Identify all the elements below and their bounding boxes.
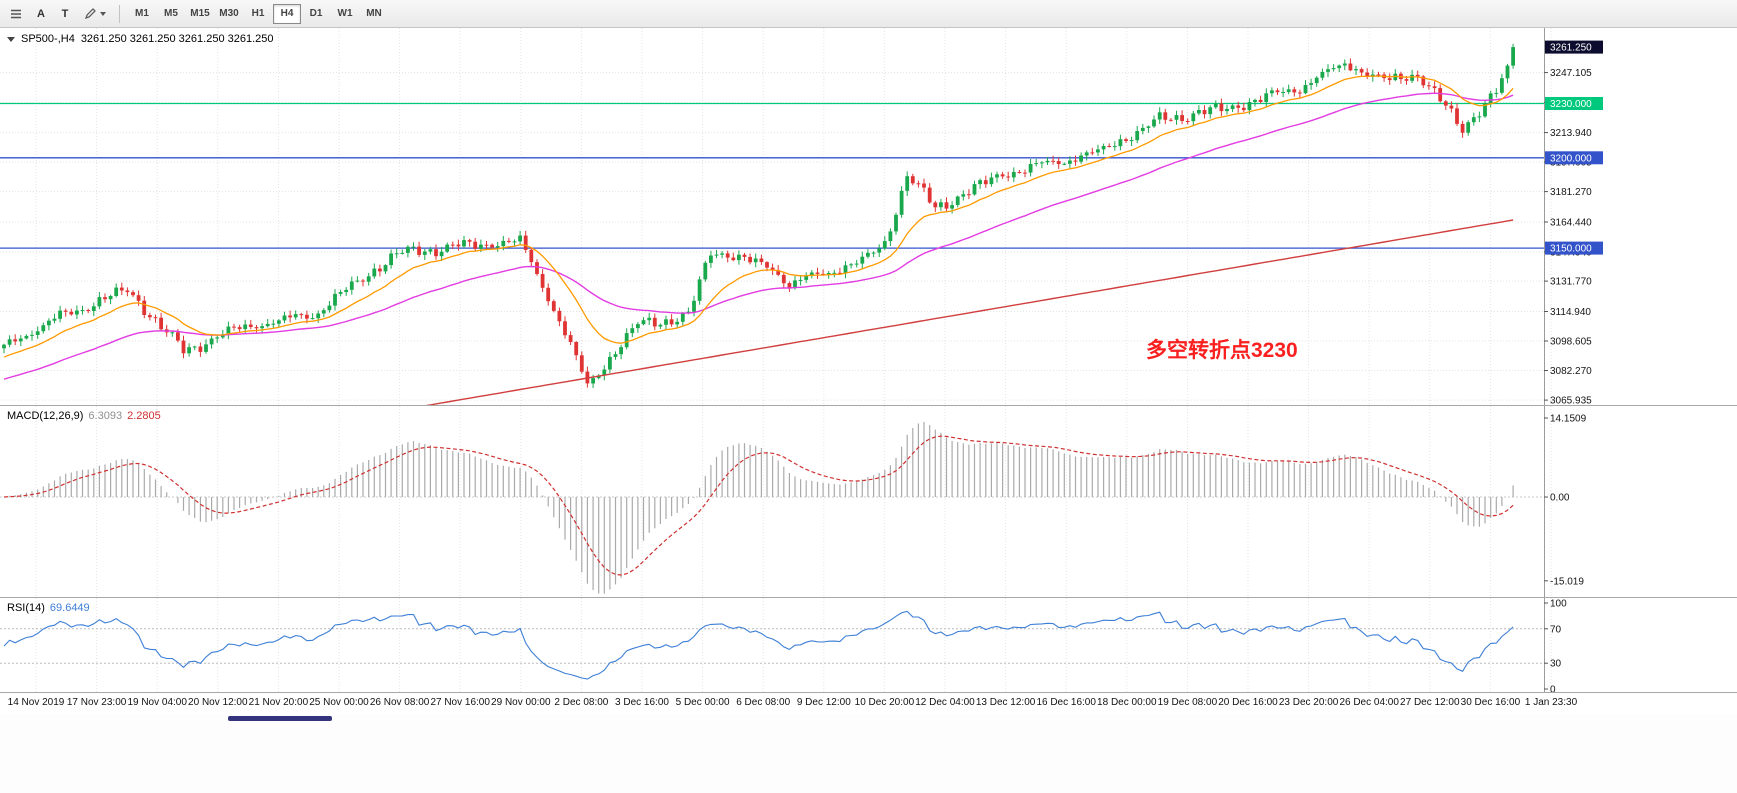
time-axis-label: 13 Dec 12:00 — [975, 697, 1036, 708]
pencil-icon — [84, 7, 96, 19]
timeframe-button-m30[interactable]: M30 — [215, 4, 243, 24]
rsi-canvas[interactable]: 100 70 30 0 — [0, 598, 1737, 692]
time-axis[interactable]: 14 Nov 2019 17 Nov 23:00 19 Nov 04:00 20 No… — [0, 693, 1737, 715]
rsi-header: RSI(14) 69.6449 — [7, 602, 95, 614]
macd-header: MACD(12,26,9) 6.3093 2.2805 — [7, 410, 166, 422]
timeframe-button-mn[interactable]: MN — [360, 4, 388, 24]
toolbar-separator — [119, 4, 120, 23]
timeframe-button-h4[interactable]: H4 — [273, 3, 301, 24]
time-axis-label: 19 Dec 08:00 — [1157, 697, 1218, 708]
time-axis-label: 30 Dec 16:00 — [1460, 697, 1521, 708]
svg-text:0: 0 — [1550, 685, 1556, 693]
timeframe-button-m1[interactable]: M1 — [128, 4, 156, 24]
font-tool-button[interactable]: A — [30, 3, 52, 25]
svg-text:3082.270: 3082.270 — [1550, 366, 1592, 377]
svg-text:3131.770: 3131.770 — [1550, 277, 1592, 288]
time-axis-label: 10 Dec 20:00 — [854, 697, 915, 708]
time-axis-label: 18 Dec 00:00 — [1097, 697, 1157, 708]
svg-text:70: 70 — [1550, 624, 1562, 635]
time-axis-label: 26 Nov 08:00 — [369, 697, 430, 708]
time-axis-label: 14 Nov 2019 — [7, 697, 65, 708]
time-axis-label: 19 Nov 04:00 — [127, 697, 187, 708]
time-axis-label: 1 Jan 23:30 — [1524, 697, 1578, 708]
symbol-label: SP500-,H4 — [21, 33, 75, 45]
chart-annotation: 多空转折点3230 — [1146, 339, 1298, 362]
svg-text:3065.935: 3065.935 — [1550, 396, 1592, 405]
timeframe-button-m5[interactable]: M5 — [157, 4, 185, 24]
time-axis-label: 3 Dec 16:00 — [615, 697, 669, 708]
chevron-down-icon — [100, 11, 106, 16]
svg-text:3230.000: 3230.000 — [1550, 99, 1592, 110]
rsi-value: 69.6449 — [49, 602, 90, 614]
time-axis-label: 5 Dec 00:00 — [675, 697, 730, 708]
svg-text:3247.105: 3247.105 — [1550, 68, 1592, 79]
chart-header: SP500-,H4 3261.250 3261.250 3261.250 326… — [7, 33, 274, 45]
rsi-label: RSI(14) — [7, 602, 45, 614]
draw-tool-button[interactable] — [78, 3, 111, 25]
time-axis-label: 29 Nov 00:00 — [491, 697, 551, 708]
collapse-icon[interactable] — [7, 36, 15, 42]
ohlc-values: 3261.250 3261.250 3261.250 3261.250 — [80, 33, 274, 45]
chart-list-icon[interactable] — [4, 3, 28, 25]
price-chart-canvas[interactable]: 3247.1053230.5223213.9403197.6053181.270… — [0, 28, 1737, 405]
time-axis-label: 23 Dec 20:00 — [1278, 697, 1339, 708]
timeframe-button-d1[interactable]: D1 — [302, 4, 330, 24]
horizontal-scrollbar-thumb[interactable] — [228, 716, 332, 721]
svg-text:3164.440: 3164.440 — [1550, 218, 1592, 229]
svg-text:100: 100 — [1550, 599, 1567, 610]
time-axis-label: 9 Dec 12:00 — [796, 697, 851, 708]
timeframe-button-w1[interactable]: W1 — [331, 4, 359, 24]
macd-panel[interactable]: 14.1509 0.00 -15.019 MACD(12,26,9) 6.3093 2.… — [0, 406, 1737, 598]
svg-text:30: 30 — [1550, 659, 1562, 670]
time-axis-label: 2 Dec 08:00 — [554, 697, 609, 708]
time-axis-label: 17 Nov 23:00 — [66, 697, 127, 708]
macd-signal-value: 2.2805 — [127, 410, 161, 422]
macd-label: MACD(12,26,9) — [7, 410, 84, 422]
timeframe-button-m15[interactable]: M15 — [186, 4, 214, 24]
svg-text:3098.605: 3098.605 — [1550, 337, 1592, 348]
rsi-panel[interactable]: 100 70 30 0 RSI(14) 69.6449 — [0, 598, 1737, 693]
svg-text:3150.000: 3150.000 — [1550, 244, 1592, 255]
main-chart-panel[interactable]: 3247.1053230.5223213.9403197.6053181.270… — [0, 28, 1737, 406]
svg-text:3200.000: 3200.000 — [1550, 153, 1592, 164]
timeframe-group: M1 M5 M15 M30 H1 H4 D1 W1 MN — [128, 3, 388, 24]
time-axis-label: 6 Dec 08:00 — [736, 697, 791, 708]
grid-icon — [11, 9, 21, 18]
svg-text:3114.940: 3114.940 — [1550, 307, 1591, 318]
time-axis-label: 12 Dec 04:00 — [915, 697, 975, 708]
svg-text:3261.250: 3261.250 — [1550, 43, 1592, 54]
time-axis-label: 27 Dec 12:00 — [1400, 697, 1460, 708]
time-axis-label: 27 Nov 16:00 — [430, 697, 490, 708]
svg-text:3181.270: 3181.270 — [1550, 187, 1592, 198]
macd-main-value: 6.3093 — [88, 410, 123, 422]
svg-text:-15.019: -15.019 — [1550, 576, 1584, 587]
time-axis-label: 20 Nov 12:00 — [188, 697, 248, 708]
timeframe-button-h1[interactable]: H1 — [244, 4, 272, 24]
svg-text:3213.940: 3213.940 — [1550, 128, 1592, 139]
time-axis-label: 16 Dec 16:00 — [1036, 697, 1096, 708]
bottom-strip — [0, 715, 1737, 793]
time-axis-label: 20 Dec 16:00 — [1218, 697, 1278, 708]
text-tool-button[interactable]: T — [54, 3, 76, 25]
time-axis-label: 21 Nov 20:00 — [248, 697, 309, 708]
svg-text:0.00: 0.00 — [1550, 493, 1570, 504]
toolbar: A T M1 M5 M15 M30 H1 H4 D1 W1 MN — [0, 0, 1737, 28]
time-axis-label: 26 Dec 04:00 — [1339, 697, 1399, 708]
svg-text:14.1509: 14.1509 — [1550, 414, 1587, 425]
macd-canvas[interactable]: 14.1509 0.00 -15.019 — [0, 406, 1737, 597]
time-axis-label: 25 Nov 00:00 — [309, 697, 369, 708]
